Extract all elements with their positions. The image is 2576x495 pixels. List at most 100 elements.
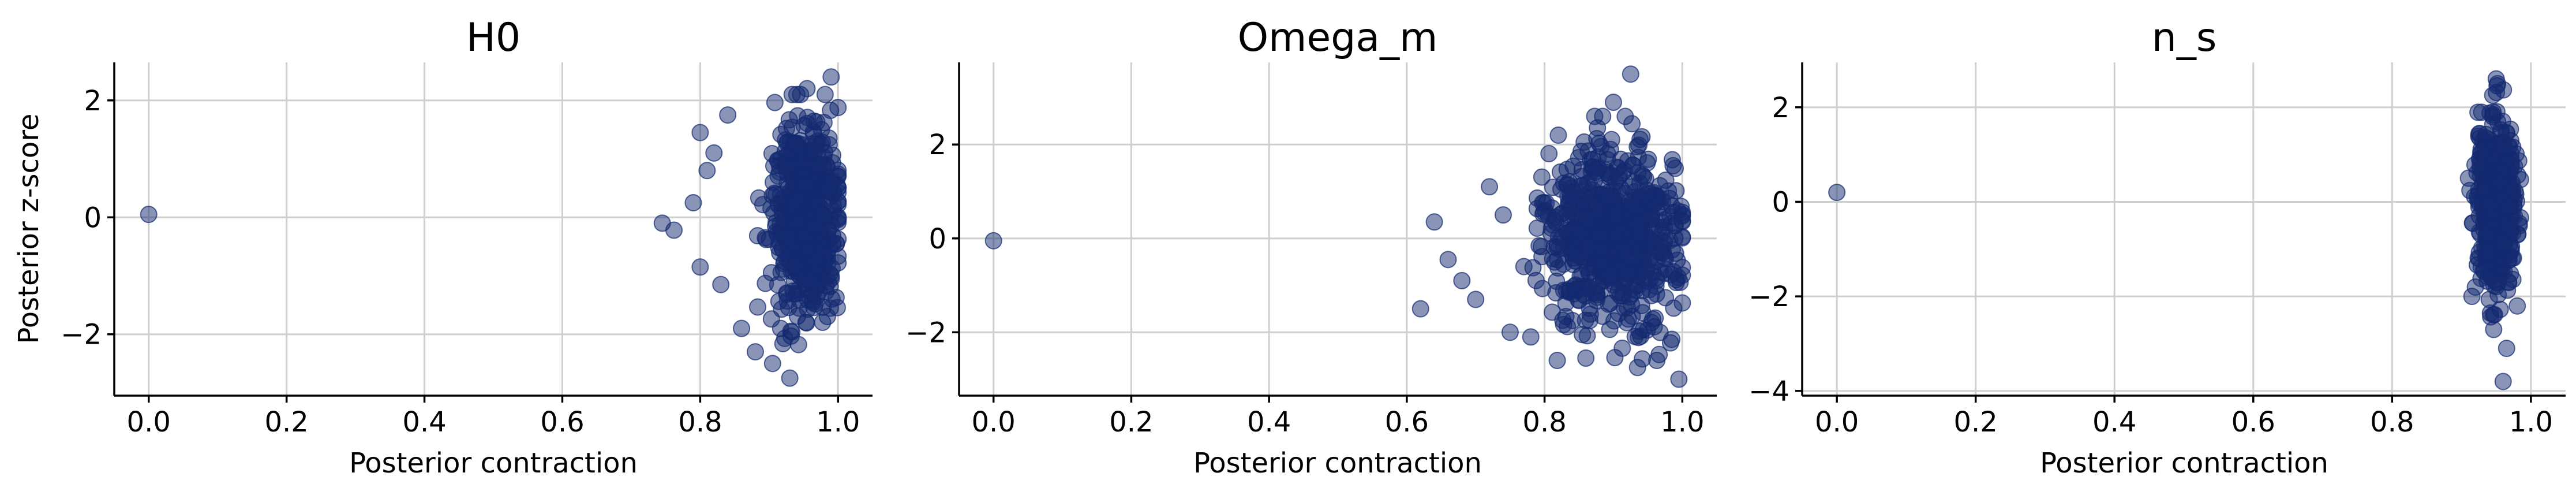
scatter-point	[2491, 300, 2509, 318]
scatter-point	[1622, 65, 1639, 83]
scatter-point	[1557, 294, 1575, 312]
x-tick-label: 0.4	[1247, 406, 1291, 438]
scatter-point	[1570, 149, 1587, 167]
scatter-point	[2500, 198, 2518, 216]
scatter-point	[2495, 234, 2513, 252]
scatter-point	[1598, 188, 1616, 206]
scatter-point	[1439, 251, 1457, 269]
scatter-point	[719, 106, 737, 124]
scatter-point	[820, 182, 838, 200]
scatter-point	[691, 124, 709, 142]
scatter-point	[2504, 270, 2522, 288]
subplot-omega-m: Omega_m Posterior contraction 0.0 0.2 0.4 0…	[905, 15, 1717, 479]
x-tick-label: 0.8	[1522, 406, 1566, 438]
y-tick-label: 0	[928, 223, 946, 255]
scatter-point	[1481, 178, 1499, 196]
x-tick-label: 0.8	[2370, 406, 2414, 438]
scatter-point	[2469, 103, 2487, 121]
scatter-point	[1647, 277, 1665, 295]
subplot-title: H0	[466, 15, 521, 61]
scatter-point	[768, 225, 786, 243]
scatter-point	[1653, 223, 1671, 241]
y-tick-label: 0	[84, 202, 102, 234]
scatter-point	[1665, 299, 1683, 317]
scatter-point	[777, 120, 795, 137]
scatter-point	[1590, 135, 1608, 152]
scatter-point	[2471, 155, 2489, 173]
scatter-point	[1637, 187, 1654, 205]
scatter-point	[1642, 210, 1660, 228]
subplot-h0: H0 Posterior contraction Posterior z-sco…	[13, 15, 873, 479]
scatter-point	[772, 319, 789, 337]
scatter-point	[1540, 145, 1558, 163]
scatter-point	[823, 146, 841, 164]
scatter-point	[1616, 107, 1634, 125]
x-tick-label: 1.0	[2509, 406, 2553, 438]
scatter-point	[1657, 171, 1675, 189]
scatter-point	[684, 193, 702, 211]
scatter-point	[1624, 198, 1642, 215]
y-tick-label: 2	[928, 129, 946, 161]
x-tick-label: 0.4	[402, 406, 446, 438]
scatter-point	[1635, 263, 1653, 281]
scatter-point	[665, 221, 683, 239]
scatter-point	[1589, 119, 1607, 137]
scatter-point	[1634, 350, 1652, 368]
scatter-point	[822, 68, 840, 86]
scatter-point	[1527, 271, 1545, 289]
scatter-point	[1670, 370, 1688, 388]
scatter-points	[140, 68, 847, 387]
scatter-point	[813, 206, 830, 224]
subplot-n-s: n_s Posterior contraction 0.0 0.2 0.4 0.6 0.…	[1748, 15, 2566, 479]
scatter-point	[2498, 340, 2515, 358]
x-tick-label: 0.0	[972, 406, 1016, 438]
subplot-title: n_s	[2152, 15, 2217, 61]
x-axis-label: Posterior contraction	[2040, 447, 2328, 479]
scatter-point	[1571, 222, 1589, 240]
scatter-point	[1548, 352, 1566, 370]
scatter-point	[2484, 106, 2502, 124]
scatter-point	[2494, 373, 2512, 390]
scatter-point	[1661, 189, 1679, 207]
scatter-point	[2485, 321, 2503, 338]
scatter-point	[769, 152, 787, 170]
x-tick-label: 0.6	[1385, 406, 1429, 438]
scatter-point	[1501, 323, 1519, 341]
scatter-point	[748, 227, 766, 245]
scatter-point	[705, 144, 723, 162]
scatter-point	[691, 258, 709, 276]
scatter-point	[1671, 273, 1689, 291]
scatter-point	[820, 129, 838, 147]
scatter-point	[1645, 318, 1663, 336]
scatter-point	[1593, 254, 1611, 272]
scatter-point	[2488, 274, 2506, 292]
x-tick-label: 0.2	[1109, 406, 1153, 438]
scatter-point	[1549, 228, 1567, 246]
scatter-point	[698, 162, 716, 180]
scatter-point	[1580, 238, 1598, 256]
x-tick-label: 0.6	[2231, 406, 2275, 438]
y-tick-label: −2	[61, 319, 102, 351]
y-axis-label: Posterior z-score	[13, 114, 45, 344]
scatter-point	[1591, 226, 1609, 244]
scatter-point	[1577, 349, 1595, 367]
scatter-point	[766, 94, 784, 111]
scatter-point	[781, 369, 799, 387]
y-tick-label: −2	[905, 317, 946, 349]
scatter-point	[1650, 345, 1668, 363]
scatter-point	[823, 259, 841, 277]
x-tick-label: 1.0	[1660, 406, 1704, 438]
scatter-point	[1663, 151, 1681, 169]
grid	[1802, 62, 2566, 396]
y-tick-label: −2	[1748, 281, 1789, 313]
x-tick-label: 0.2	[1954, 406, 1998, 438]
scatter-point	[808, 113, 826, 131]
scatter-point	[769, 276, 787, 294]
scatter-point	[783, 85, 801, 103]
scatter-point	[1661, 334, 1679, 352]
y-tick-label: 2	[84, 85, 102, 117]
scatter-point	[2499, 219, 2517, 237]
scatter-point	[712, 276, 730, 293]
y-tick-label: 2	[1772, 92, 1789, 124]
